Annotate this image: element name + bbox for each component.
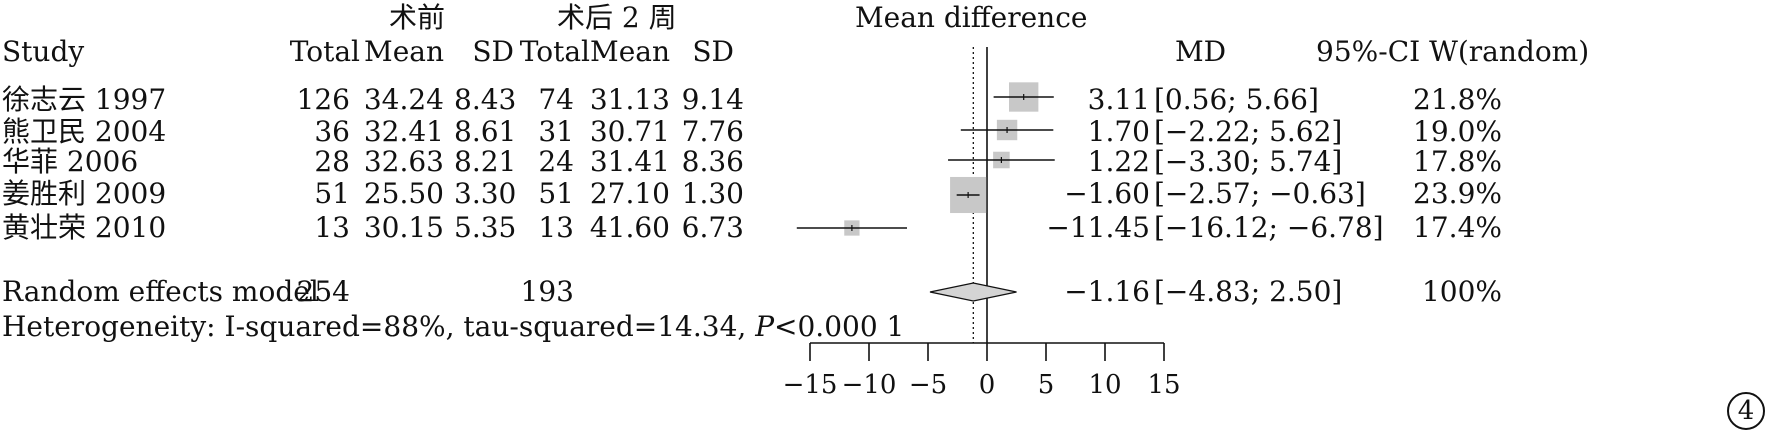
study-header: Study — [2, 35, 85, 68]
x-tick-label: 5 — [1038, 370, 1055, 400]
total-post: 24 — [538, 145, 574, 178]
ci-value: [−3.30; 5.74] — [1154, 145, 1343, 178]
sd-pre: 3.30 — [454, 177, 517, 210]
mean-pre: 25.50 — [363, 177, 444, 210]
panel-label: 4 — [1727, 392, 1765, 430]
sd-pre-header: SD — [472, 35, 514, 68]
study-name: 华菲 2006 — [2, 145, 139, 178]
total-post: 31 — [538, 115, 574, 148]
total-pre: 13 — [314, 211, 350, 244]
weight-value: 21.8% — [1413, 83, 1502, 116]
md-value: 1.22 — [1087, 145, 1150, 178]
ci-value: [−2.57; −0.63] — [1154, 177, 1366, 210]
mean-post: 27.10 — [589, 177, 670, 210]
sd-post: 7.76 — [681, 115, 744, 148]
weight-value: 19.0% — [1413, 115, 1502, 148]
study-name: 姜胜利 2009 — [2, 177, 167, 210]
group-pre-header: 术前 — [388, 1, 445, 34]
weight-value: 17.8% — [1413, 145, 1502, 178]
sd-pre: 8.61 — [454, 115, 517, 148]
x-tick-label: 15 — [1147, 370, 1180, 400]
group-post-header: 术后 2 周 — [557, 1, 677, 34]
summary-total-pre: 254 — [296, 275, 350, 308]
heterogeneity-line: Heterogeneity: I-squared=88%, tau-square… — [2, 313, 904, 341]
total-post: 51 — [538, 177, 574, 210]
mean-post: 31.41 — [589, 145, 670, 178]
md-value: −11.45 — [1046, 211, 1150, 244]
heterogeneity-p-label: P — [755, 310, 775, 343]
mean-post-header: Mean — [590, 35, 670, 68]
weight-value: 17.4% — [1413, 211, 1502, 244]
mean-post: 31.13 — [589, 83, 670, 116]
total-post: 74 — [538, 83, 574, 116]
summary-ci: [−4.83; 2.50] — [1154, 275, 1343, 308]
x-tick-label: −10 — [842, 370, 897, 400]
sd-post: 8.36 — [681, 145, 744, 178]
md-header: MD — [1175, 35, 1227, 68]
x-tick-label: 10 — [1088, 370, 1121, 400]
total-pre: 126 — [296, 83, 350, 116]
heterogeneity-p-value: <0.000 1 — [774, 310, 905, 343]
total-pre: 36 — [314, 115, 350, 148]
mean-pre: 34.24 — [363, 83, 444, 116]
total-pre: 51 — [314, 177, 350, 210]
heterogeneity-text: Heterogeneity: I-squared=88%, tau-square… — [2, 310, 756, 343]
x-tick-label: 0 — [979, 370, 996, 400]
ci-weight-header: 95%-CI W(random) — [1316, 35, 1590, 68]
ci-value: [0.56; 5.66] — [1154, 83, 1319, 116]
mean-pre: 30.15 — [363, 211, 444, 244]
summary-total-post: 193 — [520, 275, 574, 308]
mean-pre: 32.63 — [363, 145, 444, 178]
total-post-header: Total — [519, 35, 590, 68]
sd-pre: 8.21 — [454, 145, 517, 178]
sd-pre: 8.43 — [454, 83, 517, 116]
md-value: 3.11 — [1087, 83, 1150, 116]
summary-label: Random effects model — [2, 275, 319, 308]
total-post: 13 — [538, 211, 574, 244]
mean-post: 41.60 — [589, 211, 670, 244]
sd-post: 9.14 — [681, 83, 744, 116]
study-name: 徐志云 1997 — [2, 83, 167, 116]
sd-pre: 5.35 — [454, 211, 517, 244]
total-pre: 28 — [314, 145, 350, 178]
study-name: 黄壮荣 2010 — [2, 211, 167, 244]
summary-md: −1.16 — [1064, 275, 1150, 308]
x-tick-label: −5 — [909, 370, 947, 400]
ci-value: [−2.22; 5.62] — [1154, 115, 1343, 148]
sd-post-header: SD — [692, 35, 734, 68]
summary-weight: 100% — [1421, 275, 1502, 308]
study-name: 熊卫民 2004 — [2, 115, 167, 148]
total-pre-header: Total — [289, 35, 360, 68]
mean-pre: 32.41 — [363, 115, 444, 148]
md-value: 1.70 — [1087, 115, 1150, 148]
sd-post: 6.73 — [681, 211, 744, 244]
mean-post: 30.71 — [589, 115, 670, 148]
weight-value: 23.9% — [1413, 177, 1502, 210]
x-tick-label: −15 — [783, 370, 838, 400]
md-value: −1.60 — [1064, 177, 1150, 210]
summary-diamond — [929, 282, 1017, 302]
sd-post: 1.30 — [681, 177, 744, 210]
ci-value: [−16.12; −6.78] — [1154, 211, 1384, 244]
mean-difference-header: Mean difference — [855, 1, 1088, 34]
mean-pre-header: Mean — [364, 35, 444, 68]
